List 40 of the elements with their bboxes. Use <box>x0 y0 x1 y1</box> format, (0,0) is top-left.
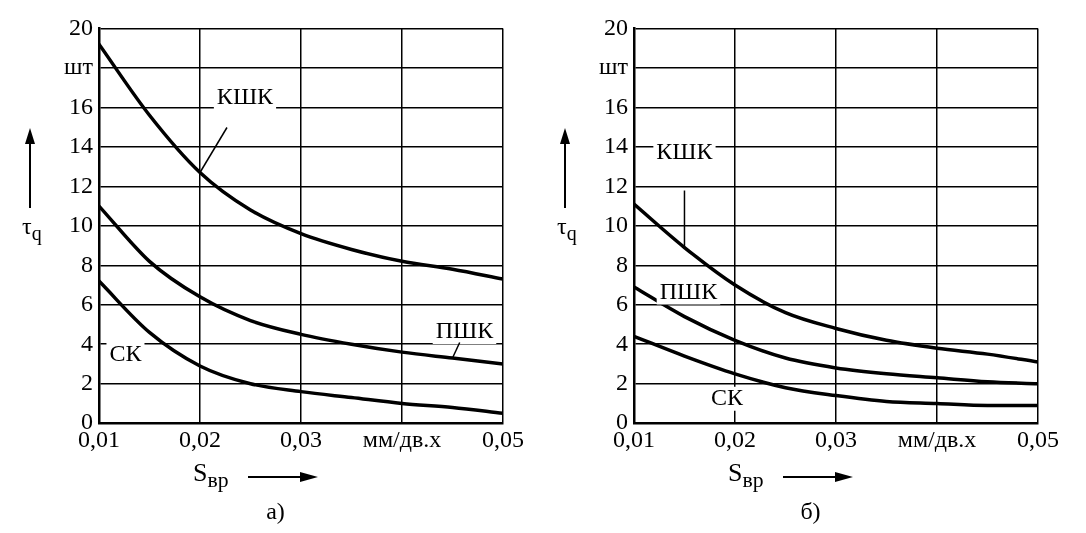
y-tick-label: 8 <box>80 250 93 277</box>
series-label: СК <box>710 384 744 411</box>
y-tick-label: 14 <box>603 132 628 159</box>
x-tick-label: мм/дв.х <box>362 425 442 452</box>
x-axis-title: S$_{вр}$ <box>728 458 764 494</box>
x-tick-label: 0,05 <box>482 425 524 452</box>
text: а) <box>265 498 286 525</box>
series-label: КШК <box>656 137 714 164</box>
y-tick-label: 16 <box>68 92 93 119</box>
x-tick-label: 0,02 <box>178 425 221 452</box>
y-tick-label: 10 <box>603 211 628 238</box>
y-axis-title: τ$_{q}$ <box>557 213 577 245</box>
y-tick-label: 6 <box>80 290 93 317</box>
y-tick-label: 4 <box>80 329 93 356</box>
x-axis-title: S$_{вр}$ <box>193 458 229 494</box>
y-tick-label: 6 <box>615 290 628 317</box>
x-tick-label: мм/дв.х <box>897 425 977 452</box>
y-tick-label: 16 <box>603 92 628 119</box>
x-tick-label: 0,05 <box>1017 425 1059 452</box>
y-tick-label: 2 <box>80 369 93 396</box>
text: КШК <box>216 82 275 109</box>
y-tick-label: 2 <box>615 369 628 396</box>
x-tick-label: 0,03 <box>279 425 322 452</box>
y-tick-label: шт <box>64 53 94 80</box>
y-tick-label: 20 <box>68 13 93 40</box>
series-label: СК <box>109 339 143 366</box>
y-tick-label: 14 <box>68 132 93 159</box>
x-tick-label: 0,03 <box>814 425 857 452</box>
y-tick-label: 20 <box>603 13 628 40</box>
y-tick-label: 8 <box>615 250 628 277</box>
y-tick-label: 12 <box>603 171 628 198</box>
y-tick-label: 4 <box>615 329 628 356</box>
x-tick-label: 0,02 <box>713 425 756 452</box>
y-tick-label: 12 <box>68 171 93 198</box>
y-tick-label: шт <box>599 53 629 80</box>
series-label: ПШК <box>435 317 495 344</box>
series-label: ПШК <box>659 277 719 304</box>
y-tick-label: 10 <box>68 211 93 238</box>
text: б) <box>799 498 822 525</box>
y-axis-title: τ$_{q}$ <box>22 213 42 245</box>
